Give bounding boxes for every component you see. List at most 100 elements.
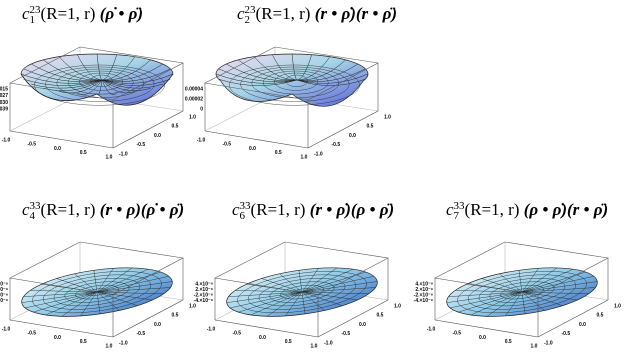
title-part: (r • ρ)(ρ̇ • ρ̈) xyxy=(99,200,185,219)
mesh-line xyxy=(23,78,103,86)
z-tick-label: -0.00030 xyxy=(0,100,8,106)
x-tick-label: -1.0 xyxy=(427,326,436,332)
mesh-ring xyxy=(79,72,124,91)
title-part: (r • ρ̇)(r • ρ̈) xyxy=(314,4,398,23)
mesh-line xyxy=(226,291,303,303)
mesh-line xyxy=(521,281,598,293)
mesh-line xyxy=(238,59,298,81)
x-tick-label: 0.0 xyxy=(54,146,61,152)
mesh-line xyxy=(101,73,174,84)
scripts: 33 4 xyxy=(30,201,41,222)
title-part: 1 xyxy=(29,14,36,27)
mesh-line xyxy=(481,278,523,293)
x-tick-label: 1.0 xyxy=(106,154,113,160)
y-tick-label: 0.5 xyxy=(172,313,179,319)
mesh-ring xyxy=(511,288,533,296)
mesh-line xyxy=(33,291,98,313)
x-tick-label: -1.0 xyxy=(207,326,216,332)
y-tick-label: 1.0 xyxy=(189,303,196,309)
z-tick-label: -0.00027 xyxy=(0,93,8,99)
mesh-ring xyxy=(90,74,113,87)
mesh-line xyxy=(101,78,171,86)
mesh-line xyxy=(96,287,171,293)
mesh-line xyxy=(521,291,578,301)
mesh-line xyxy=(296,78,366,86)
mesh-line xyxy=(301,287,376,293)
x-tick-label: -1.0 xyxy=(197,137,206,143)
mesh-line xyxy=(296,54,312,81)
title-part: c xyxy=(232,200,240,219)
y-tick-label: -1.0 xyxy=(119,340,128,346)
title-part: (R=1, r) xyxy=(40,200,100,219)
y-tick-label: 0.5 xyxy=(377,313,384,319)
mesh-ring xyxy=(53,278,141,307)
mesh-line xyxy=(450,291,523,309)
mesh-ring xyxy=(478,278,566,307)
z-tick-label: 0 xyxy=(200,107,203,113)
box-edge xyxy=(204,110,379,149)
mesh-line xyxy=(21,291,98,303)
mesh-line xyxy=(285,291,303,316)
title-part: c xyxy=(237,4,245,23)
mesh-line xyxy=(77,79,103,95)
mesh-line xyxy=(230,291,303,309)
x-tick-label: 0.0 xyxy=(54,335,61,341)
x-tick-label: -0.5 xyxy=(27,142,36,148)
mesh-ring xyxy=(262,70,329,95)
title-part: (R=1, r) xyxy=(250,200,310,219)
mesh-line xyxy=(96,269,149,293)
x-tick-label: -0.5 xyxy=(222,142,231,148)
mesh-line xyxy=(96,291,164,295)
mesh-line xyxy=(96,291,153,301)
y-tick-label: 0.0 xyxy=(154,133,161,139)
mesh-line xyxy=(301,281,378,293)
mesh-ring xyxy=(258,278,346,307)
mesh-line xyxy=(23,291,98,297)
mesh-line xyxy=(96,291,138,306)
mesh-line xyxy=(253,56,298,81)
mesh-ring xyxy=(86,288,108,296)
y-tick-label: 0.5 xyxy=(367,124,374,130)
y-tick-label: -1.0 xyxy=(324,340,333,346)
z-tick-label: 2.×10⁻⁹ xyxy=(0,287,9,293)
mesh-line xyxy=(96,267,133,293)
z-tick-label: 4.×10⁻⁹ xyxy=(415,281,433,287)
mesh-ring xyxy=(42,274,152,310)
mesh-line xyxy=(101,54,117,81)
panel-title: c 23 1 (R=1, r) (ρ̇ • ρ̈) xyxy=(22,4,143,27)
y-tick-label: -0.5 xyxy=(332,142,341,148)
z-tick-label: -0.00039 xyxy=(0,107,8,113)
x-tick-label: -0.5 xyxy=(27,331,36,337)
title-part: c xyxy=(446,200,454,219)
y-tick-label: -1.0 xyxy=(119,151,128,157)
z-tick-label: -2.×10⁻⁹ xyxy=(414,293,434,299)
x-tick-label: 0.5 xyxy=(285,339,292,345)
mesh-line xyxy=(58,56,103,81)
y-tick-label: -0.5 xyxy=(137,331,146,337)
z-tick-label: 4.×10⁻⁹ xyxy=(0,281,9,287)
mesh-line xyxy=(101,79,117,95)
mesh-ring xyxy=(247,274,357,310)
panel-title: c 33 4 (R=1, r) (r • ρ)(ρ̇ • ρ̈) xyxy=(22,200,185,222)
mesh-line xyxy=(235,290,303,293)
mesh-line xyxy=(296,56,331,81)
scripts: 33 6 xyxy=(240,201,251,222)
mesh-line xyxy=(301,292,306,314)
mesh-line xyxy=(470,291,523,316)
y-tick-label: 0.5 xyxy=(172,124,179,130)
mesh-line xyxy=(301,269,354,293)
mesh-line xyxy=(521,267,558,293)
mesh-ring xyxy=(457,271,587,314)
box-bottom xyxy=(9,94,184,149)
mesh-line xyxy=(77,54,103,81)
z-tick-label: -2.×10⁻⁹ xyxy=(0,293,9,299)
mesh-line xyxy=(301,291,343,306)
mesh-line xyxy=(25,291,98,309)
mesh-line xyxy=(96,79,103,96)
mesh-line xyxy=(250,291,303,316)
y-tick-label: 1.0 xyxy=(384,114,391,120)
mesh-line xyxy=(521,292,526,314)
mesh-ring xyxy=(467,274,577,310)
mesh-ring xyxy=(237,271,367,314)
